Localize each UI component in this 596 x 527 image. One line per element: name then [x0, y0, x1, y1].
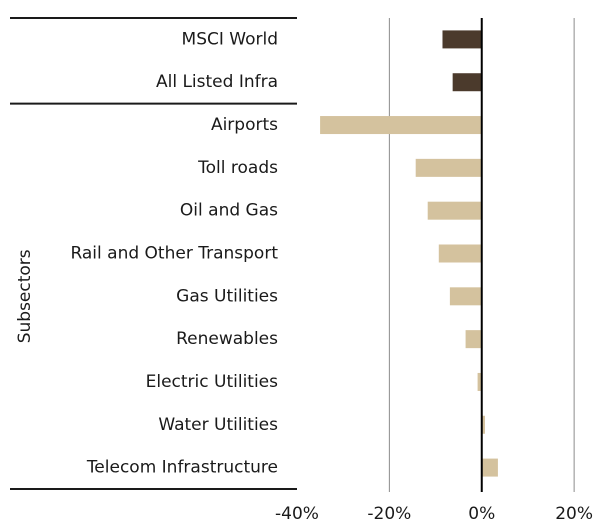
- category-label: MSCI World: [182, 29, 278, 49]
- x-tick-label: 20%: [555, 504, 593, 523]
- bar: [442, 30, 482, 49]
- category-label: Toll roads: [197, 158, 278, 178]
- bar: [465, 330, 482, 349]
- category-label: Gas Utilities: [176, 286, 278, 306]
- category-label: Renewables: [176, 329, 278, 349]
- bar: [481, 415, 485, 434]
- bar: [320, 116, 482, 135]
- bar: [427, 201, 482, 220]
- bar: [477, 372, 482, 391]
- category-label: Electric Utilities: [146, 372, 279, 392]
- bar: [415, 158, 482, 177]
- x-tick-label: -40%: [275, 504, 319, 523]
- group-label: Subsectors: [15, 249, 35, 343]
- x-tick-label: 0%: [468, 504, 495, 523]
- bar: [449, 287, 482, 306]
- category-label: Telecom Infrastructure: [86, 458, 278, 478]
- bar: [452, 73, 482, 92]
- category-label: All Listed Infra: [156, 72, 278, 92]
- category-label: Airports: [211, 115, 278, 135]
- x-tick-label: -20%: [367, 504, 411, 523]
- category-label: Rail and Other Transport: [70, 244, 278, 264]
- category-label: Water Utilities: [158, 415, 278, 435]
- bar: [438, 244, 482, 263]
- bar: [481, 458, 498, 477]
- category-label: Oil and Gas: [180, 201, 278, 221]
